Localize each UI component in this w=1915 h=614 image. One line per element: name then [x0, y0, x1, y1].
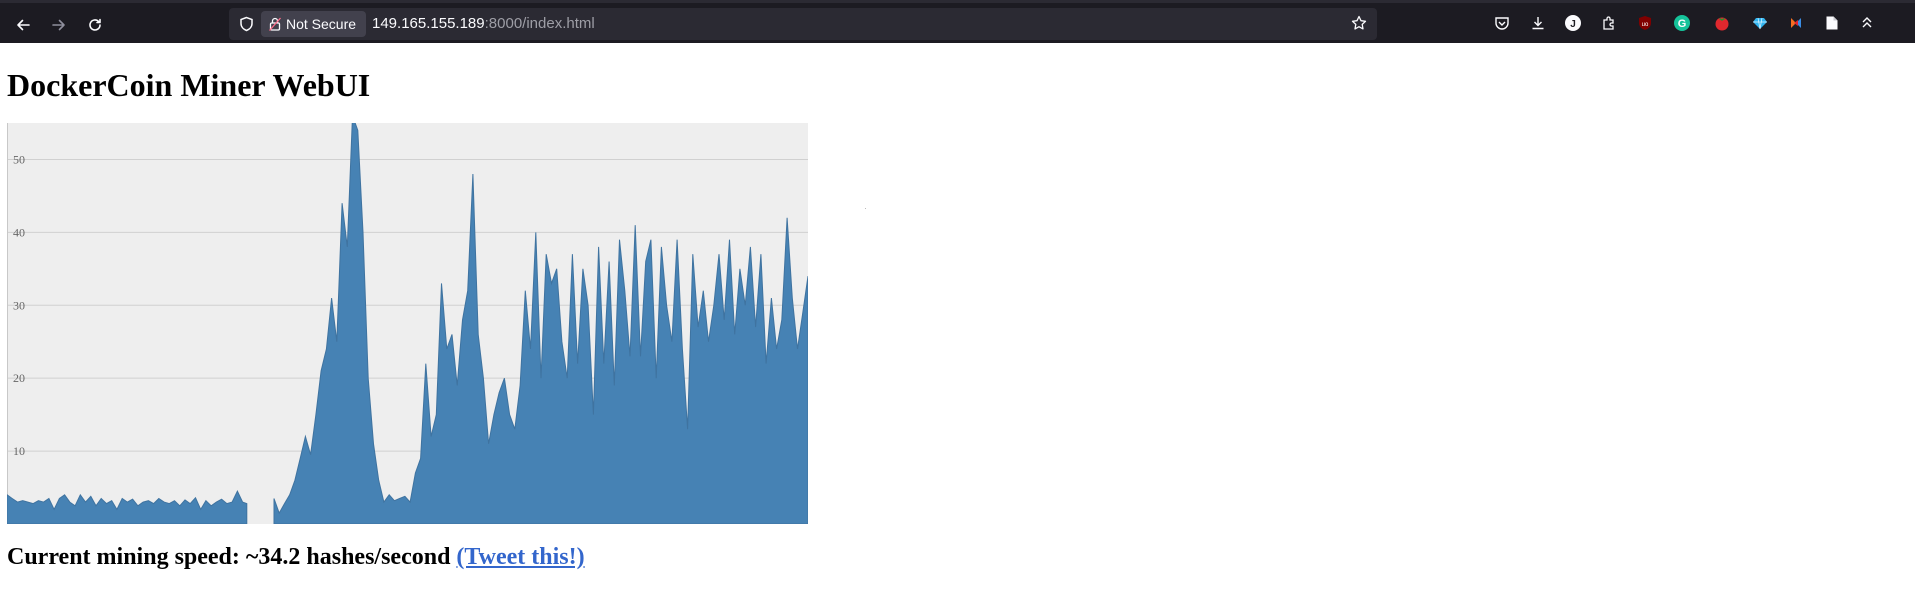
mining-speed-chart: 10 20 30 40 50 [6, 115, 809, 525]
tomato-icon[interactable] [1712, 13, 1732, 33]
y-tick-label-40: 40 [13, 225, 25, 239]
forward-button[interactable] [44, 10, 74, 40]
svg-text:G: G [1678, 18, 1687, 30]
stray-dot [865, 208, 866, 209]
security-label: Not Secure [286, 16, 357, 32]
page-title: DockerCoin Miner WebUI [7, 67, 371, 103]
y-tick-label-20: 20 [13, 371, 25, 385]
url-text[interactable]: 149.165.155.189:8000/index.html [372, 15, 595, 32]
area-segment-0 [6, 490, 248, 525]
svg-text:uo: uo [1642, 22, 1649, 28]
arrow-right-icon [52, 19, 65, 31]
extensions-puzzle-icon[interactable] [1599, 13, 1619, 33]
ublock-icon[interactable]: uo [1635, 13, 1655, 33]
y-tick-label-10: 10 [13, 444, 25, 458]
security-indicator[interactable]: Not Secure [261, 11, 367, 37]
tracking-shield-icon[interactable] [239, 16, 254, 37]
profile-icon[interactable]: J [1563, 13, 1583, 33]
diamond-icon[interactable] [1750, 13, 1770, 33]
reader-icon[interactable] [1822, 13, 1842, 33]
reload-icon [89, 18, 101, 31]
colorful-extension-icon[interactable] [1786, 13, 1806, 33]
back-button[interactable] [8, 10, 38, 40]
mining-speed-line: Current mining speed: ~34.2 hashes/secon… [7, 544, 585, 571]
reload-button[interactable] [80, 10, 110, 40]
area-segment-1 [273, 115, 809, 525]
download-icon[interactable] [1528, 13, 1548, 33]
mining-speed-chart-svg: 10 20 30 40 50 [6, 115, 809, 525]
arrow-left-icon [17, 19, 30, 31]
svg-text:J: J [1570, 19, 1576, 30]
address-bar[interactable]: Not Secure 149.165.155.189:8000/index.ht… [229, 8, 1377, 40]
bookmark-star-icon[interactable] [1351, 15, 1367, 36]
tweet-link[interactable]: (Tweet this!) [456, 544, 585, 570]
y-tick-label-50: 50 [13, 152, 25, 166]
pocket-icon[interactable] [1492, 13, 1512, 33]
url-path: :8000/index.html [484, 15, 595, 32]
y-tick-label-30: 30 [13, 298, 25, 312]
insecure-lock-icon [269, 17, 281, 31]
url-host: 149.165.155.189 [372, 15, 485, 32]
overflow-icon[interactable] [1857, 13, 1877, 33]
grammarly-icon[interactable]: G [1672, 13, 1692, 33]
browser-toolbar: Not Secure 149.165.155.189:8000/index.ht… [0, 0, 1915, 43]
mining-speed-text: Current mining speed: ~34.2 hashes/secon… [7, 544, 451, 570]
